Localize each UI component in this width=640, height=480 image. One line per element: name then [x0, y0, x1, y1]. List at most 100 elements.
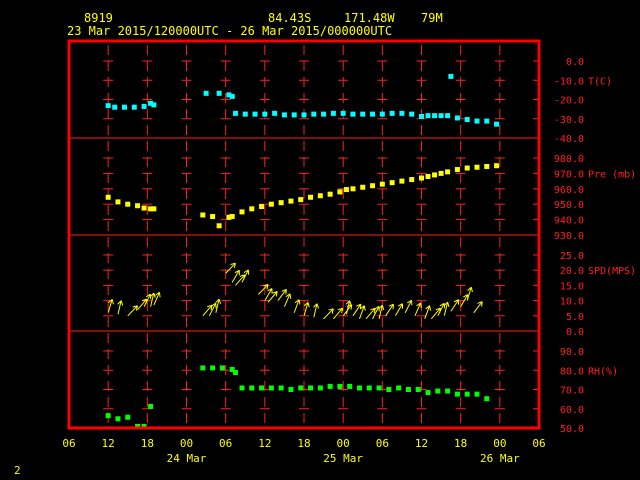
y-tick-label: 940.0 — [554, 216, 584, 227]
y-tick-label: 80.0 — [560, 366, 584, 377]
temperature-point — [474, 118, 480, 124]
temperature-point — [360, 111, 366, 117]
pressure-point — [327, 191, 333, 197]
pressure-point — [115, 199, 121, 205]
temperature-point — [432, 113, 438, 119]
pressure-point — [268, 201, 274, 207]
y-tick-label: 15.0 — [560, 281, 584, 292]
wind-arrow — [359, 305, 366, 320]
y-tick-label: 90.0 — [560, 347, 584, 358]
humidity-point — [317, 385, 323, 391]
plot-frame — [67, 39, 541, 430]
humidity-point — [386, 387, 392, 392]
y-tick-label: 0.0 — [566, 327, 584, 338]
temperature-point — [464, 117, 470, 123]
humidity-point — [232, 370, 238, 376]
pressure-point — [216, 223, 222, 229]
temperature-point — [216, 90, 222, 96]
x-tick-label: 00 — [337, 437, 350, 450]
wind-arrow — [473, 301, 483, 314]
wind-arrow — [127, 305, 138, 317]
x-tick-label: 00 — [180, 437, 193, 450]
y-tick-label: 0.0 — [566, 57, 584, 68]
temperature-point — [311, 111, 317, 117]
humidity-point — [141, 423, 147, 429]
temperature-point — [494, 121, 500, 127]
wind-arrow — [313, 303, 319, 318]
temperature-point — [370, 111, 376, 117]
pressure-point — [474, 164, 480, 170]
longitude: 171.48W — [344, 11, 395, 25]
y-tick-label: 960.0 — [554, 185, 584, 196]
pressure-point — [389, 180, 395, 186]
wind-arrow — [404, 299, 413, 313]
humidity-point — [425, 390, 431, 396]
pressure-point — [494, 163, 500, 169]
humidity-point — [249, 385, 255, 391]
humidity-point — [288, 387, 294, 392]
humidity-point — [219, 365, 225, 371]
humidity-point — [135, 423, 141, 429]
wind-arrow — [323, 308, 334, 320]
humidity-point — [239, 385, 245, 391]
temperature-point — [350, 111, 356, 117]
temperature-point — [399, 110, 405, 116]
wind-arrow — [208, 302, 217, 317]
wind-arrow — [394, 303, 404, 317]
y-tick-label: -20.0 — [554, 96, 584, 107]
pressure-point — [105, 194, 111, 200]
humidity-point — [125, 414, 131, 420]
y-tick-label: 10.0 — [560, 297, 584, 308]
y-tick-label: 25.0 — [560, 251, 584, 262]
x-tick-label: 12 — [258, 437, 271, 450]
wind-arrow — [264, 288, 273, 301]
pressure-point — [370, 183, 376, 189]
humidity-point — [308, 385, 314, 391]
humidity-point — [298, 385, 304, 391]
y-tick-label: 70.0 — [560, 386, 584, 397]
x-date-label: 26 Mar — [480, 452, 520, 465]
wind-arrow — [241, 269, 250, 283]
pressure-point — [226, 214, 232, 220]
humidity-point — [405, 387, 411, 392]
wind-arrow — [293, 299, 301, 313]
wind-arrow — [443, 301, 450, 316]
temperature-point — [252, 111, 258, 117]
humidity-point — [356, 385, 362, 391]
pressure-point — [454, 167, 460, 173]
wind-arrow — [352, 303, 362, 317]
humidity-point — [464, 391, 470, 397]
temperature-point — [484, 118, 490, 124]
wind-arrow — [267, 291, 278, 303]
x-tick-label: 18 — [141, 437, 154, 450]
time-range: 23 Mar 2015/120000UTC - 26 Mar 2015/0000… — [67, 24, 392, 38]
wind-arrow — [215, 298, 222, 313]
plot-area: 0.0 -10.0 -20.0 -30.0 -40.0 T(C) 980.0 970.0 960… — [62, 39, 636, 465]
wind-arrow — [466, 286, 473, 301]
pressure-point — [239, 209, 245, 215]
pressure-point — [409, 177, 415, 183]
humidity-point — [366, 385, 372, 391]
pressure-point — [229, 214, 235, 220]
page-number: 2 — [14, 464, 21, 477]
pressure-point — [151, 206, 157, 212]
temperature-point — [229, 93, 235, 99]
wind-arrow — [385, 303, 394, 317]
y-tick-label: 5.0 — [566, 312, 584, 323]
temperature-point — [121, 104, 127, 110]
pressure-point — [464, 165, 470, 171]
humidity-point — [268, 385, 274, 391]
wind-arrow — [283, 293, 292, 307]
temperature-point — [131, 104, 137, 110]
y-tick-label: 970.0 — [554, 169, 584, 180]
pressure-point — [343, 187, 349, 193]
latitude: 84.43S — [268, 11, 311, 25]
wind-arrow — [257, 283, 269, 295]
wind-arrow — [303, 302, 310, 316]
humidity-point — [435, 388, 441, 394]
temperature-point — [340, 110, 346, 116]
pressure-point — [350, 186, 356, 192]
panel-label: RH(%) — [588, 366, 618, 377]
pressure-point — [135, 203, 141, 209]
wind-arrow — [107, 298, 114, 313]
